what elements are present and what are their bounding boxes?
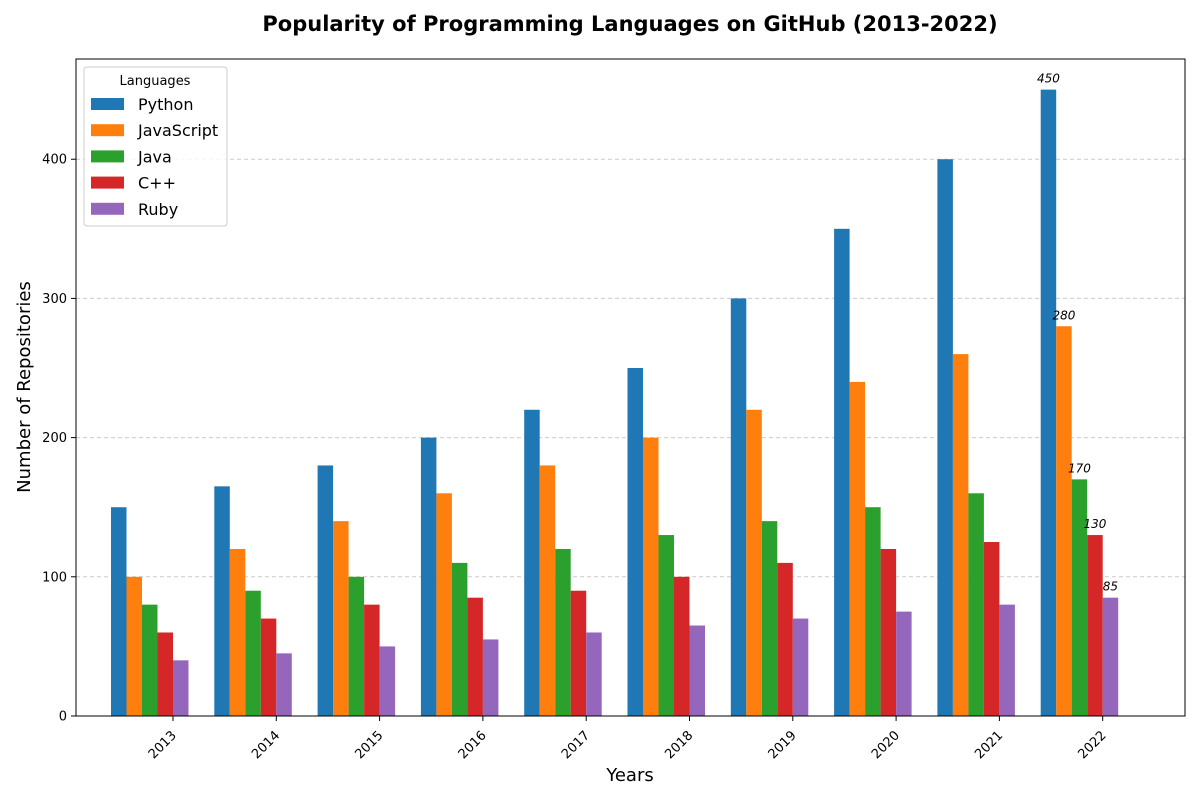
- x-tick-label: 2013: [146, 728, 180, 762]
- bar-ruby-2016: [482, 639, 499, 716]
- legend-item-c: C++: [91, 174, 176, 193]
- bar-java-2016: [451, 562, 468, 716]
- legend: Languages Python JavaScript Java C++ Ruby: [83, 66, 228, 227]
- legend-label: Python: [138, 95, 193, 114]
- bar-ruby-2022: [1102, 597, 1119, 716]
- bar-javascript-2017: [539, 465, 556, 716]
- bar-java-2015: [348, 576, 365, 716]
- legend-swatch: [91, 124, 124, 137]
- legend-label: Ruby: [138, 200, 178, 219]
- data-label: 450: [1037, 72, 1060, 86]
- bar-c-2013: [157, 632, 173, 716]
- bar-javascript-2014: [229, 548, 246, 716]
- x-tick-label: 2020: [869, 728, 903, 762]
- bar-python-2015: [317, 465, 334, 716]
- y-tick-label: 100: [42, 570, 67, 585]
- plot-frame: [75, 58, 1186, 717]
- legend-swatch: [91, 150, 124, 163]
- bar-c-2019: [777, 562, 793, 716]
- bar-ruby-2019: [792, 618, 809, 716]
- bar-java-2019: [761, 521, 778, 716]
- x-tick-label: 2015: [352, 728, 386, 762]
- x-axis-label: Years: [605, 765, 654, 786]
- bar-java-2017: [555, 548, 571, 716]
- bar-javascript-2020: [849, 381, 866, 716]
- legend-items: Python JavaScript Java C++ Ruby: [91, 95, 218, 219]
- bar-c-2015: [364, 604, 380, 716]
- bar-python-2022: [1040, 89, 1057, 717]
- bar-ruby-2021: [999, 604, 1015, 716]
- legend-label: JavaScript: [137, 121, 218, 140]
- legend-swatch: [91, 202, 124, 215]
- y-tick-label: 400: [42, 153, 67, 168]
- bar-python-2018: [627, 368, 643, 716]
- bar-java-2021: [968, 493, 984, 716]
- legend-item-javascript: JavaScript: [91, 121, 218, 140]
- bar-python-2016: [420, 437, 437, 716]
- y-axis-ticks: 0 100 200 300 400: [42, 153, 76, 725]
- legend-swatch: [91, 98, 124, 110]
- x-tick-label: 2016: [456, 728, 490, 762]
- data-labels: 450 280 170 130 85: [1037, 72, 1118, 594]
- bar-python-2019: [730, 298, 747, 716]
- x-tick-label: 2017: [559, 728, 593, 762]
- y-tick-label: 200: [42, 431, 67, 446]
- bar-ruby-2018: [689, 625, 705, 716]
- bar-javascript-2016: [436, 493, 452, 716]
- x-axis-ticks: 2013 2014 2015 2016 2017 2018 2019 2020 2021 2022: [146, 716, 1110, 762]
- legend-item-python: Python: [91, 95, 193, 114]
- bar-java-2014: [245, 590, 261, 716]
- x-tick-label: 2019: [766, 728, 800, 762]
- chart-title: Popularity of Programming Languages on G…: [262, 12, 997, 36]
- bar-javascript-2019: [746, 409, 762, 716]
- x-tick-label: 2018: [662, 728, 696, 762]
- bar-c-2016: [467, 597, 483, 716]
- bar-java-2022: [1071, 479, 1088, 716]
- bar-java-2020: [865, 507, 881, 716]
- data-label: 280: [1052, 308, 1075, 322]
- data-label: 85: [1103, 580, 1118, 594]
- legend-label: Java: [137, 147, 172, 166]
- legend-item-ruby: Ruby: [91, 200, 178, 219]
- x-tick-label: 2014: [249, 728, 283, 762]
- bar-javascript-2018: [643, 437, 659, 716]
- bar-python-2017: [524, 409, 540, 716]
- bars: [111, 89, 1119, 717]
- x-tick-label: 2021: [972, 728, 1006, 762]
- bar-python-2021: [937, 159, 953, 717]
- bar-c-2021: [983, 542, 1000, 716]
- bar-javascript-2022: [1056, 326, 1072, 716]
- data-label: 170: [1068, 461, 1091, 475]
- bar-python-2014: [214, 486, 230, 716]
- y-axis-label: Number of Repositories: [14, 281, 35, 493]
- legend-swatch: [91, 176, 124, 189]
- bar-python-2020: [834, 228, 850, 716]
- bar-c-2014: [260, 618, 277, 716]
- data-label: 130: [1083, 517, 1106, 531]
- bar-c-2017: [570, 590, 587, 716]
- bar-java-2013: [142, 604, 158, 716]
- bar-javascript-2013: [126, 576, 142, 716]
- bar-python-2013: [111, 507, 127, 716]
- bar-ruby-2013: [173, 660, 189, 716]
- x-tick-label: 2022: [1076, 728, 1110, 762]
- bar-javascript-2021: [952, 354, 969, 716]
- bar-ruby-2020: [896, 611, 912, 716]
- legend-label: C++: [138, 174, 176, 193]
- bar-c-2020: [880, 548, 897, 716]
- y-tick-label: 0: [59, 710, 67, 725]
- bar-java-2018: [658, 535, 674, 716]
- bar-ruby-2015: [379, 646, 396, 716]
- legend-title: Languages: [120, 74, 191, 89]
- y-tick-label: 300: [42, 292, 67, 307]
- bar-c-2018: [674, 576, 690, 716]
- bar-ruby-2014: [276, 653, 292, 716]
- bar-javascript-2015: [333, 521, 349, 716]
- bar-c-2022: [1087, 535, 1103, 716]
- bar-ruby-2017: [586, 632, 602, 716]
- legend-item-java: Java: [91, 147, 172, 166]
